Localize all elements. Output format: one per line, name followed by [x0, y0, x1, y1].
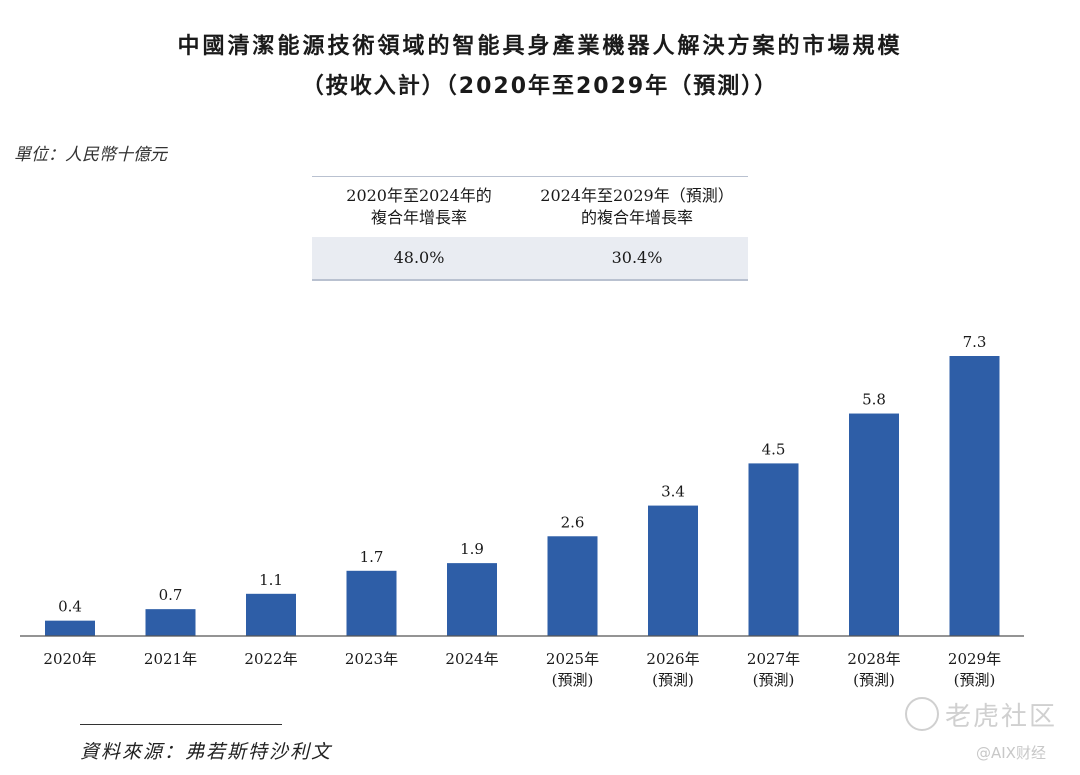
bar-value-label-3: 1.7 [360, 548, 384, 566]
category-label-0: 2020年 [43, 650, 96, 668]
bar-0 [45, 620, 95, 636]
watermark-sub: @AIX财经 [976, 744, 1046, 762]
bar-4 [447, 563, 497, 636]
unit-label: 單位：人民幣十億元 [14, 145, 167, 165]
category-sublabel-8: (預測) [853, 671, 895, 689]
category-label-2: 2022年 [244, 650, 297, 668]
cagr-header-2024-2029-line1: 2024年至2029年（預測） [540, 186, 734, 205]
watermark-main: 老虎社区 [945, 702, 1058, 732]
cagr-header-2024-2029: 2024年至2029年（預測） 的複合年增長率 [526, 185, 748, 229]
bar-6 [648, 505, 698, 636]
source-divider [80, 724, 282, 725]
bar-7 [748, 463, 799, 636]
category-sublabel-7: (預測) [753, 671, 795, 689]
cagr-table-header: 2020年至2024年的 複合年增長率 2024年至2029年（預測） 的複合年… [312, 176, 748, 238]
bar-value-label-2: 1.1 [259, 571, 283, 589]
bar-chart: 0.4 2020年 0.7 2021年 1.1 2022年 1.7 2023年 1.9 2024年… [20, 333, 1024, 689]
watermark-logo-icon [905, 697, 939, 731]
bar-value-label-5: 2.6 [561, 513, 585, 531]
bar-value-label-4: 1.9 [460, 540, 484, 558]
cagr-header-2020-2024-line2: 複合年增長率 [370, 208, 467, 227]
bar-2 [246, 593, 296, 636]
bar-5 [547, 536, 598, 636]
category-label-7: 2027年 [747, 650, 800, 668]
bar-9 [949, 356, 1000, 636]
cagr-table-values-row: 48.0% 30.4% [312, 237, 748, 281]
source-note: 資料來源：弗若斯特沙利文 [80, 741, 333, 763]
category-label-5: 2025年 [546, 650, 599, 668]
chart-title-line1: 中國清潔能源技術領域的智能具身產業機器人解決方案的市場規模 [177, 34, 903, 59]
bar-value-label-6: 3.4 [661, 483, 685, 501]
bar-8 [849, 413, 899, 636]
cagr-header-2020-2024-line1: 2020年至2024年的 [346, 186, 492, 205]
bar-3 [346, 570, 397, 636]
bar-value-label-9: 7.3 [963, 333, 987, 351]
cagr-header-2024-2029-line2: 的複合年增長率 [580, 208, 693, 227]
chart-title-line2: （按收入計）（2020年至2029年（預測）） [301, 74, 779, 99]
cagr-value-2020-2024: 48.0% [393, 248, 445, 267]
bar-value-label-7: 4.5 [762, 440, 786, 458]
cagr-value-2024-2029: 30.4% [611, 248, 663, 267]
category-sublabel-6: (預測) [652, 671, 694, 689]
bar-1 [145, 609, 196, 636]
category-sublabel-9: (預測) [954, 671, 996, 689]
category-label-6: 2026年 [646, 650, 699, 668]
category-label-3: 2023年 [345, 650, 398, 668]
category-label-4: 2024年 [445, 650, 498, 668]
bar-value-label-1: 0.7 [159, 586, 183, 604]
category-label-8: 2028年 [847, 650, 900, 668]
category-label-1: 2021年 [144, 650, 197, 668]
category-sublabel-5: (預測) [552, 671, 594, 689]
bar-value-label-0: 0.4 [58, 598, 82, 616]
cagr-header-2020-2024: 2020年至2024年的 複合年增長率 [312, 185, 526, 229]
bar-value-label-8: 5.8 [862, 391, 886, 409]
category-label-9: 2029年 [948, 650, 1001, 668]
